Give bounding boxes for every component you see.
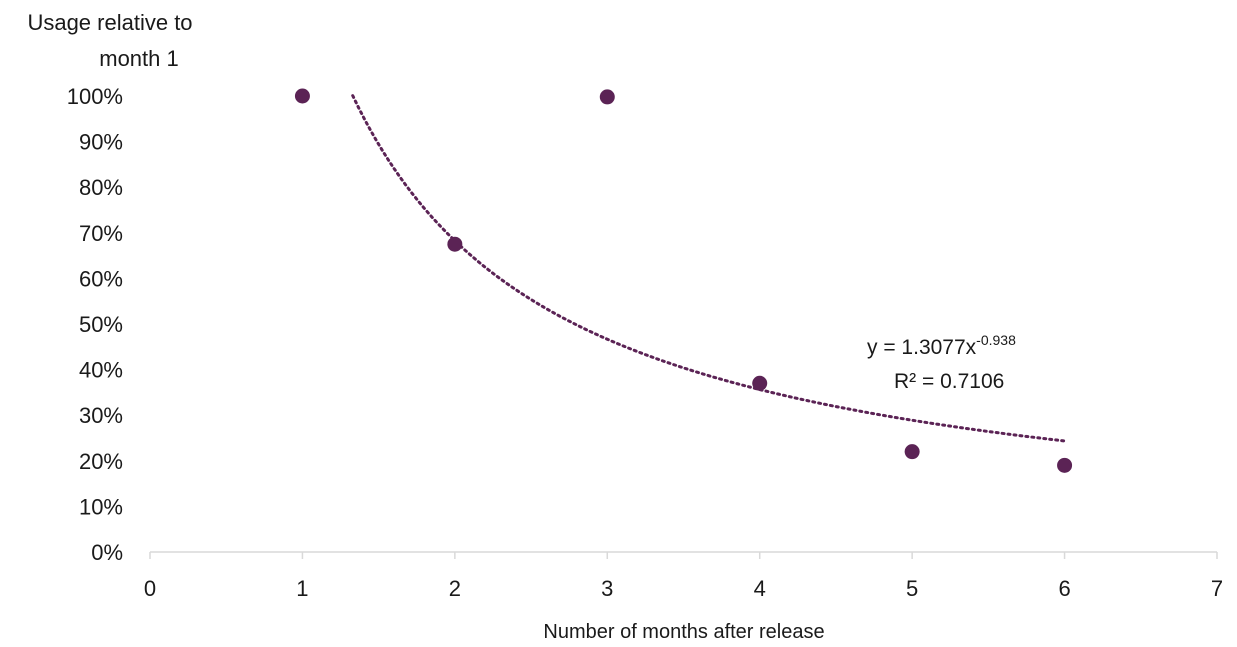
data-point xyxy=(1057,457,1073,473)
y-tick-label: 40% xyxy=(79,358,123,383)
x-tick-label: 6 xyxy=(1058,576,1070,601)
trend-equation-text: y = 1.3077x-0.938 xyxy=(867,332,1016,359)
data-point xyxy=(599,89,615,105)
y-tick-label: 100% xyxy=(67,84,123,109)
trend-equation: y = 1.3077x-0.938 R² = 0.7106 xyxy=(867,332,1016,393)
x-tick-label: 1 xyxy=(296,576,308,601)
r-squared-text: R² = 0.7106 xyxy=(894,370,1004,393)
trendline xyxy=(351,94,1067,443)
x-tick-label: 7 xyxy=(1211,576,1223,601)
y-axis-title-line-1: Usage relative to xyxy=(27,10,192,35)
x-axis-title: Number of months after release xyxy=(543,621,824,643)
y-tick-label: 80% xyxy=(79,175,123,200)
y-tick-label: 20% xyxy=(79,449,123,474)
x-tick-label: 4 xyxy=(754,576,766,601)
y-tick-label: 10% xyxy=(79,494,123,519)
data-point xyxy=(904,444,920,460)
x-tick-label: 0 xyxy=(144,576,156,601)
data-point xyxy=(294,88,310,104)
y-axis-title: Usage relative to month 1 xyxy=(27,10,192,71)
x-tick-label: 3 xyxy=(601,576,613,601)
trend-equation-exponent: -0.938 xyxy=(976,332,1016,348)
y-tick-label: 30% xyxy=(79,403,123,428)
y-tick-label: 70% xyxy=(79,221,123,246)
data-point xyxy=(752,375,768,391)
y-tick-label: 90% xyxy=(79,130,123,155)
y-tick-label: 50% xyxy=(79,312,123,337)
x-tick-label: 2 xyxy=(449,576,461,601)
x-tick-label: 5 xyxy=(906,576,918,601)
trend-equation-base: y = 1.3077x xyxy=(867,336,977,359)
y-tick-label: 0% xyxy=(91,540,123,565)
data-points xyxy=(294,88,1073,473)
y-axis-title-line-2: month 1 xyxy=(99,46,179,71)
data-point xyxy=(447,236,463,252)
y-axis-ticks: 0% 10% 20% 30% 40% 50% 60% 70% 80% 90% 100% xyxy=(67,84,123,565)
x-axis-tick-marks xyxy=(149,552,1218,559)
y-tick-label: 60% xyxy=(79,266,123,291)
x-axis-ticks: 0 1 2 3 4 5 6 7 xyxy=(144,576,1223,601)
